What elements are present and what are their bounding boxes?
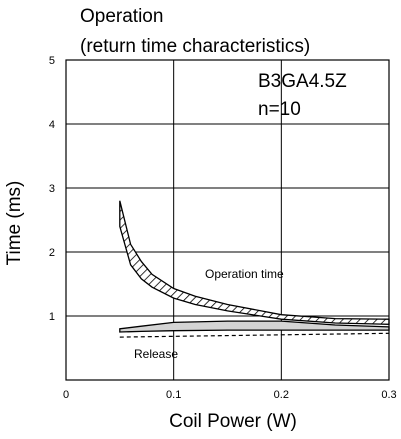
y-tick-label: 4 — [49, 119, 55, 131]
model-label: B3GA4.5Z — [258, 71, 347, 92]
release-dashed-line — [119, 332, 390, 338]
y-tick-label: 2 — [49, 247, 55, 259]
operation-time-band — [119, 200, 390, 325]
x-tick-label: 0.3 — [381, 389, 396, 401]
y-tick-label: 3 — [49, 183, 55, 195]
grid — [66, 60, 389, 380]
x-tick-label: 0.2 — [274, 389, 289, 401]
y-tick-label: 1 — [49, 311, 55, 323]
release-label: Release — [134, 347, 178, 361]
y-axis-label: Time (ms) — [4, 181, 25, 266]
x-axis-label: Coil Power (W) — [169, 411, 297, 432]
x-tick-label: 0.1 — [166, 389, 181, 401]
y-tick-label: 5 — [49, 55, 55, 67]
chart-title: Operation — [80, 6, 163, 27]
x-tick-label: 0 — [63, 389, 69, 401]
plot-frame — [65, 59, 390, 381]
plot-series — [119, 200, 390, 338]
chart-subtitle: (return time characteristics) — [80, 36, 310, 57]
tick-labels: 0 0.1 0.2 0.3 1 2 3 4 5 — [49, 55, 397, 401]
operation-time-label: Operation time — [205, 267, 284, 281]
sample-label: n=10 — [258, 99, 301, 120]
